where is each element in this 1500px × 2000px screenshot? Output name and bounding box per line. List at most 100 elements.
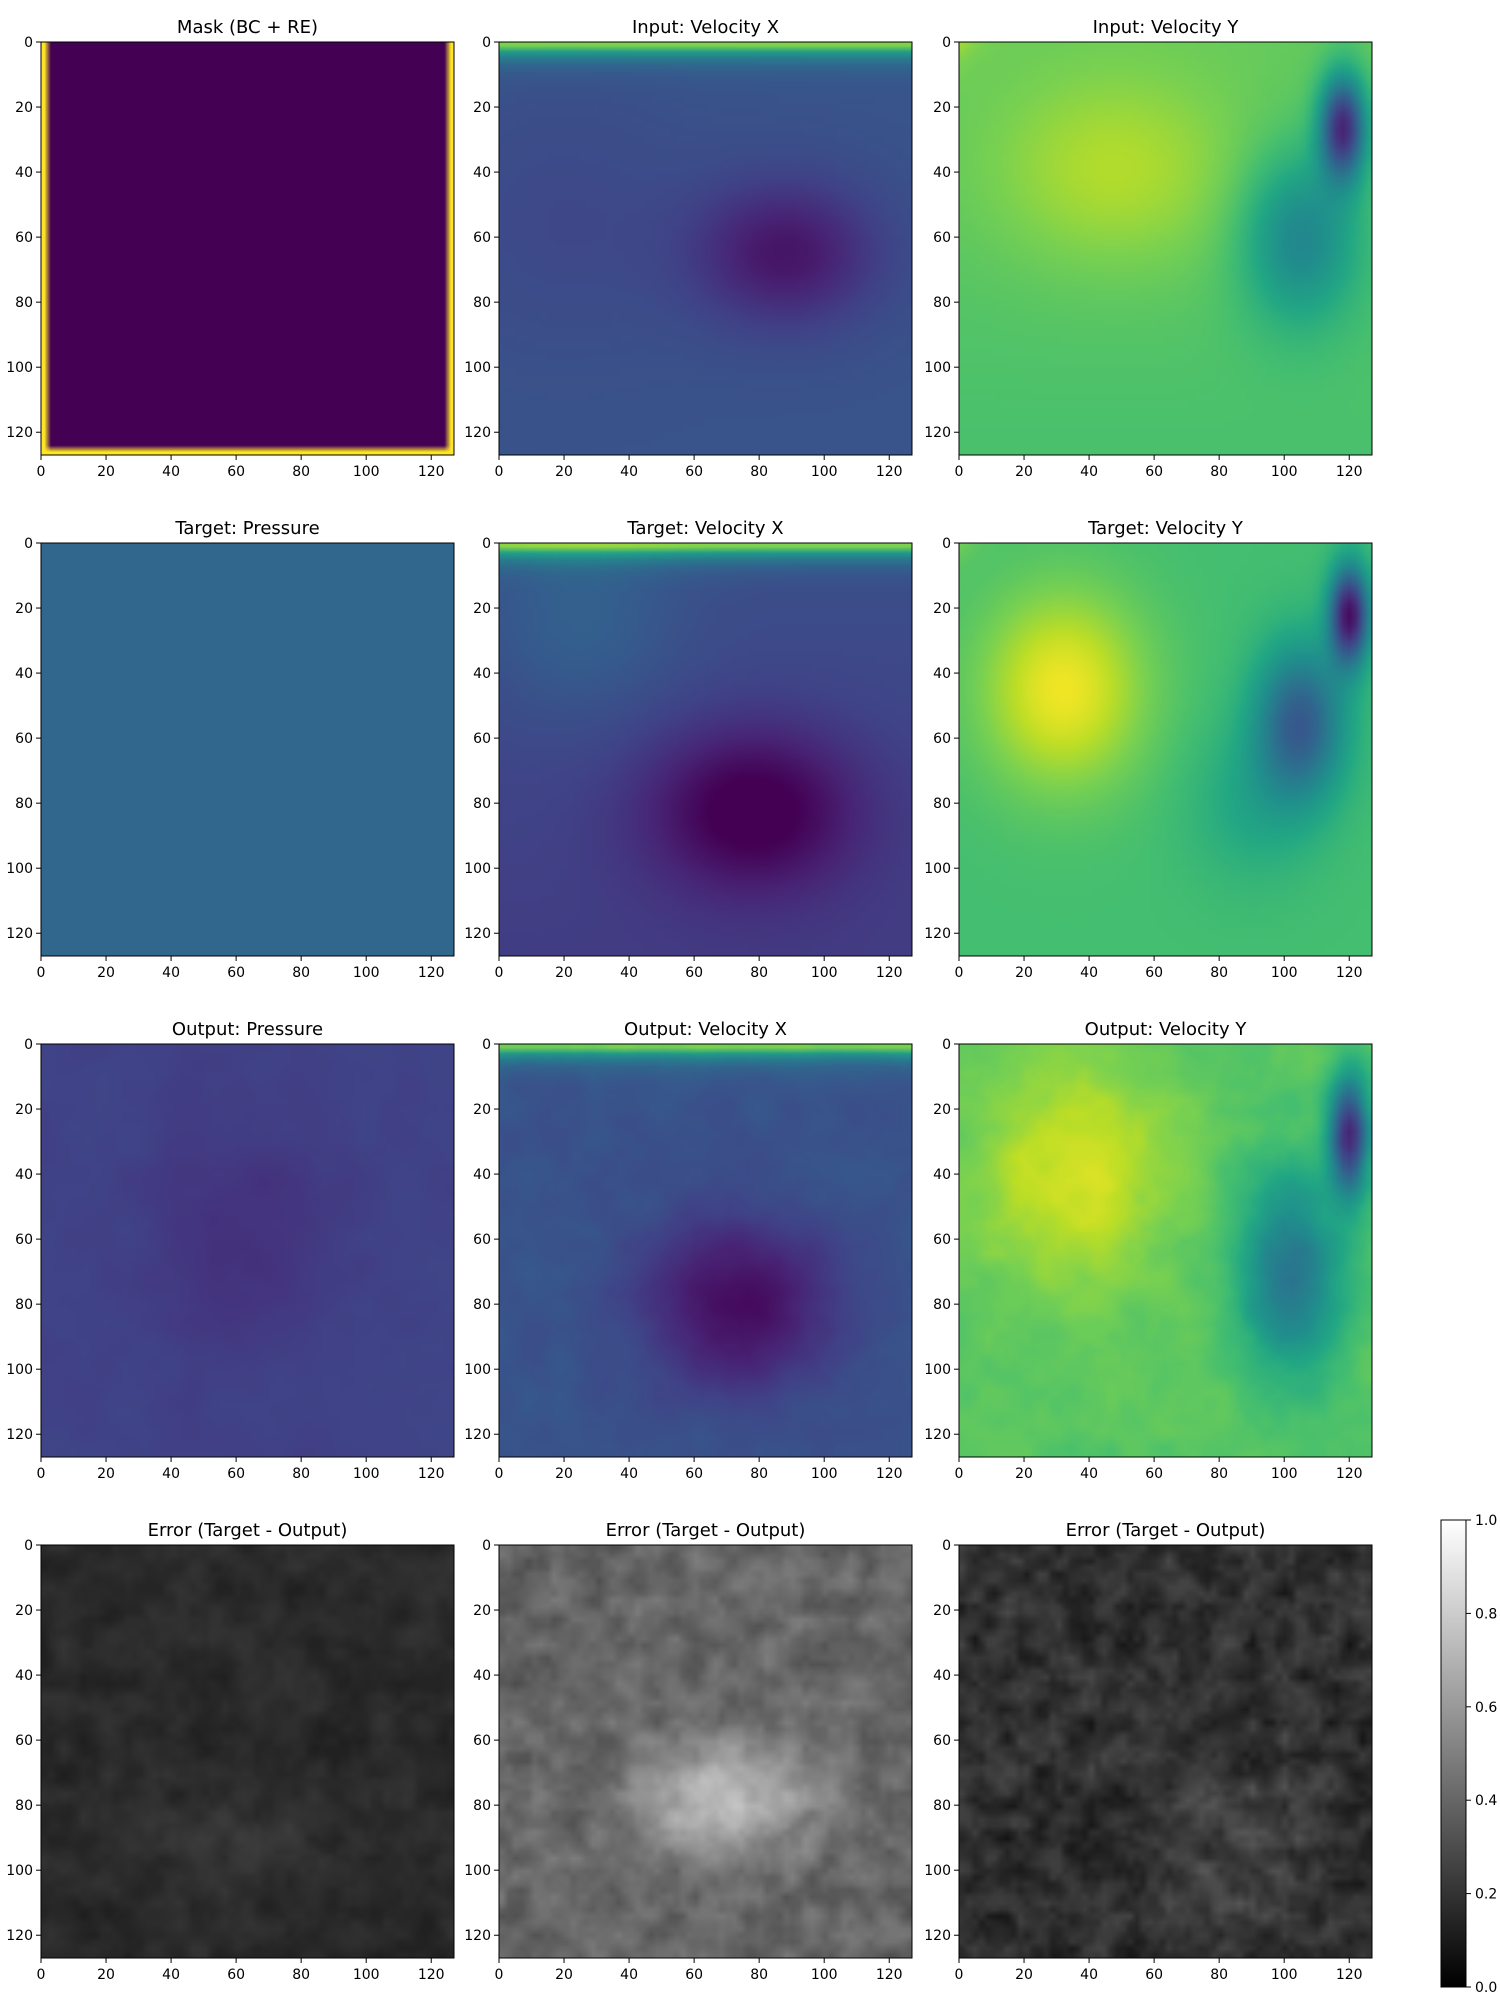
x-tick-label: 120 [876, 965, 903, 981]
y-tick-label: 120 [924, 1427, 951, 1443]
axes-frame [958, 542, 1373, 957]
panel-tgt_p: Target: Pressure 0 20 40 60 80 100 120 0 20 40 60 80… [6, 518, 455, 981]
axes-frame [498, 1043, 913, 1458]
panel-err_vx: Error (Target - Output) 0 20 40 60 80 100 120 0 2… [464, 1520, 913, 1983]
y-tick-label: 40 [933, 165, 951, 181]
x-tick-label: 0 [37, 965, 46, 981]
axes-frame [498, 41, 913, 456]
colorbar-tick-label: 0.2 [1475, 1887, 1497, 1903]
heatmap-image [41, 42, 454, 455]
y-tick-label: 120 [6, 926, 33, 942]
panel-title: Mask (BC + RE) [177, 17, 318, 38]
heatmap-image [499, 42, 912, 455]
y-tick-label: 80 [15, 295, 33, 311]
x-tick-label: 80 [750, 1466, 768, 1482]
y-tick-label: 100 [464, 1362, 491, 1378]
y-tick-label: 40 [15, 666, 33, 682]
x-tick-label: 80 [292, 965, 310, 981]
colorbar-tick-label: 0.4 [1475, 1793, 1497, 1809]
y-tick-label: 80 [933, 295, 951, 311]
x-tick-label: 60 [227, 965, 245, 981]
x-tick-label: 120 [1336, 965, 1363, 981]
x-tick-label: 100 [811, 965, 838, 981]
x-tick-label: 120 [876, 1967, 903, 1983]
x-tick-label: 80 [750, 464, 768, 480]
y-tick-label: 120 [924, 425, 951, 441]
x-tick-label: 60 [1145, 1466, 1163, 1482]
x-tick-label: 40 [162, 1466, 180, 1482]
x-tick-label: 20 [1015, 464, 1033, 480]
colorbar-tick-label: 0.0 [1475, 1980, 1497, 1996]
y-tick-label: 20 [15, 1102, 33, 1118]
x-tick-label: 80 [292, 464, 310, 480]
panel-title: Target: Velocity X [626, 518, 783, 539]
y-tick-label: 0 [482, 536, 491, 552]
x-tick-label: 80 [1210, 965, 1228, 981]
y-tick-label: 0 [482, 1538, 491, 1554]
x-tick-label: 0 [955, 965, 964, 981]
x-tick-label: 60 [1145, 464, 1163, 480]
x-tick-label: 100 [1271, 965, 1298, 981]
y-tick-label: 0 [942, 536, 951, 552]
x-tick-label: 60 [1145, 965, 1163, 981]
y-tick-label: 80 [473, 295, 491, 311]
colorbar-tick-label: 0.6 [1475, 1700, 1497, 1716]
heatmap-image [41, 1545, 454, 1958]
x-tick-label: 0 [495, 1466, 504, 1482]
y-tick-label: 40 [473, 1668, 491, 1684]
y-tick-label: 80 [933, 1798, 951, 1814]
x-tick-label: 80 [292, 1967, 310, 1983]
y-tick-label: 80 [15, 1297, 33, 1313]
x-tick-label: 40 [620, 965, 638, 981]
y-tick-label: 80 [473, 1798, 491, 1814]
x-tick-label: 20 [1015, 1466, 1033, 1482]
x-tick-label: 40 [1080, 965, 1098, 981]
x-tick-label: 40 [1080, 1466, 1098, 1482]
x-tick-label: 120 [1336, 1466, 1363, 1482]
heatmap-image [499, 1545, 912, 1958]
axes-frame [958, 41, 1373, 456]
colorbar: 0.0 0.2 0.4 0.6 0.8 1.0 [1440, 1513, 1497, 1996]
y-tick-label: 100 [6, 1362, 33, 1378]
x-tick-label: 100 [353, 464, 380, 480]
x-tick-label: 40 [162, 464, 180, 480]
x-tick-label: 0 [955, 1967, 964, 1983]
y-tick-label: 20 [15, 601, 33, 617]
y-tick-label: 60 [15, 1733, 33, 1749]
axes-frame [498, 1544, 913, 1959]
y-tick-label: 80 [933, 796, 951, 812]
x-tick-label: 100 [1271, 464, 1298, 480]
x-tick-label: 40 [1080, 464, 1098, 480]
x-tick-label: 80 [1210, 1967, 1228, 1983]
heatmap-image [959, 1044, 1372, 1457]
y-tick-label: 20 [15, 1603, 33, 1619]
x-tick-label: 100 [811, 1967, 838, 1983]
y-tick-label: 80 [933, 1297, 951, 1313]
heatmap-image [499, 1044, 912, 1457]
panel-tgt_vx: Target: Velocity X 0 20 40 60 80 100 120 0 20 40 60… [464, 518, 913, 981]
x-tick-label: 0 [495, 464, 504, 480]
x-tick-label: 120 [418, 1967, 445, 1983]
colorbar-gradient [1440, 1519, 1467, 1988]
y-tick-label: 80 [473, 796, 491, 812]
y-tick-label: 120 [464, 926, 491, 942]
y-tick-label: 20 [473, 601, 491, 617]
x-tick-label: 0 [37, 1466, 46, 1482]
y-tick-label: 120 [924, 926, 951, 942]
y-tick-label: 40 [933, 666, 951, 682]
x-tick-label: 20 [1015, 965, 1033, 981]
y-tick-label: 40 [15, 1167, 33, 1183]
y-tick-label: 60 [933, 731, 951, 747]
y-tick-label: 0 [482, 1037, 491, 1053]
panel-title: Target: Pressure [174, 518, 319, 539]
y-tick-label: 100 [464, 861, 491, 877]
x-tick-label: 40 [1080, 1967, 1098, 1983]
x-tick-label: 100 [353, 965, 380, 981]
panel-title: Error (Target - Output) [148, 1520, 348, 1541]
y-tick-label: 100 [924, 360, 951, 376]
x-tick-label: 40 [620, 464, 638, 480]
x-tick-label: 20 [555, 965, 573, 981]
y-tick-label: 80 [15, 796, 33, 812]
y-tick-label: 40 [473, 666, 491, 682]
y-tick-label: 120 [464, 1427, 491, 1443]
